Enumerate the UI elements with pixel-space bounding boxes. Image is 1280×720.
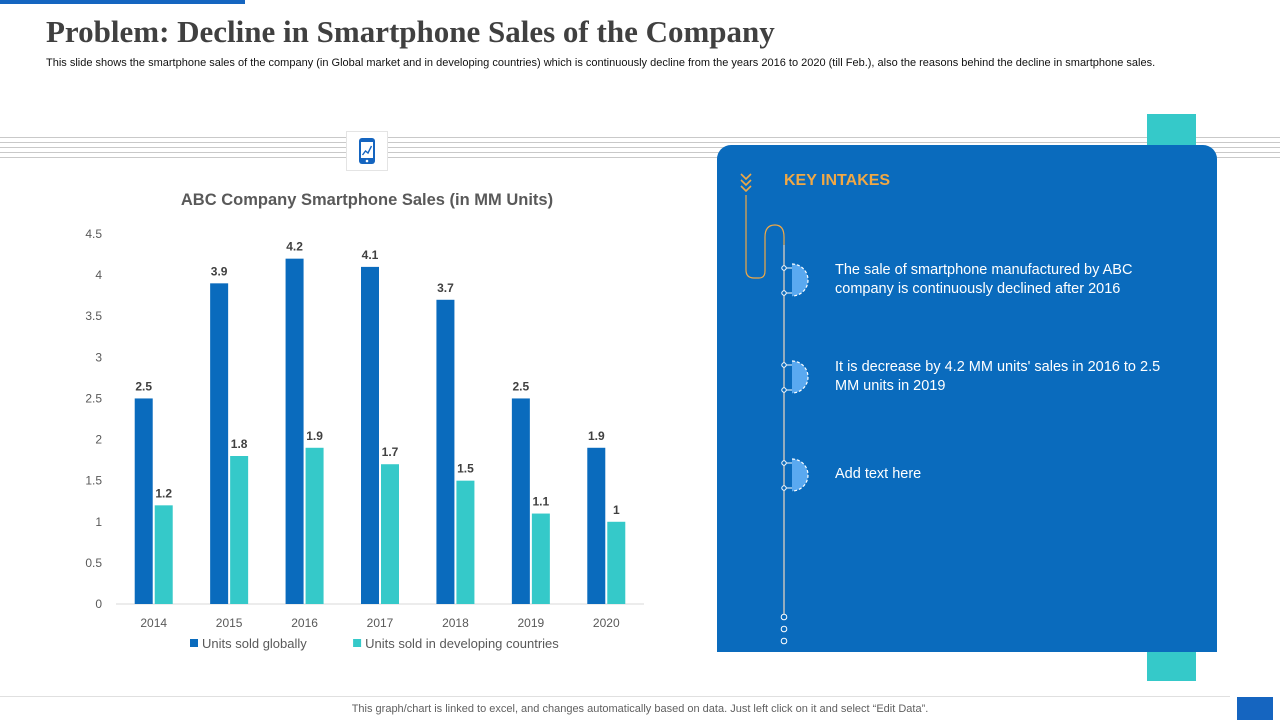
key-intake-point-2: It is decrease by 4.2 MM units' sales in…	[835, 359, 1161, 394]
y-tick-label-2: 1	[95, 515, 102, 529]
page-title: Problem: Decline in Smartphone Sales of …	[46, 14, 775, 49]
timeline-marker-3	[781, 458, 809, 492]
y-tick-label-4: 2	[95, 433, 102, 447]
sales-bar-chart: ABC Company Smartphone Sales (in MM Unit…	[85, 191, 644, 651]
data-label-1-2017: 1.7	[382, 445, 399, 459]
data-label-0-2020: 1.9	[588, 429, 605, 443]
top-accent-bar	[0, 0, 245, 4]
data-label-1-2016: 1.9	[306, 429, 323, 443]
data-label-0-2017: 4.1	[362, 248, 379, 262]
x-tick-label-1: 2015	[216, 616, 243, 630]
y-tick-label-0: 0	[95, 597, 102, 611]
key-intake-point-1: The sale of smartphone manufactured by A…	[835, 262, 1133, 297]
data-label-1-2014: 1.2	[155, 486, 172, 500]
x-tick-label-3: 2017	[367, 616, 394, 630]
legend-swatch-1	[353, 639, 362, 647]
bar-0-2018	[436, 299, 455, 604]
bar-1-2019	[531, 513, 550, 604]
y-tick-label-8: 4	[95, 268, 102, 282]
y-tick-label-6: 3	[95, 350, 102, 364]
data-label-0-2018: 3.7	[437, 281, 454, 295]
y-tick-label-1: 0.5	[85, 556, 102, 570]
timeline-decoration	[740, 173, 809, 645]
timeline-marker-1	[781, 263, 809, 297]
x-tick-label-6: 2020	[593, 616, 620, 630]
data-label-0-2015: 3.9	[211, 264, 228, 278]
bar-1-2014	[154, 505, 173, 604]
bar-0-2017	[361, 266, 379, 604]
chevron-down-icon	[740, 173, 752, 193]
key-intakes-title: KEY INTAKES	[784, 172, 891, 189]
timeline-marker-2	[781, 360, 809, 394]
x-tick-label-4: 2018	[442, 616, 469, 630]
data-label-1-2020: 1	[613, 503, 620, 517]
corner-accent	[1237, 697, 1273, 720]
key-intake-point-3: Add text here	[835, 466, 922, 482]
bar-1-2016	[305, 447, 324, 604]
bar-1-2017	[381, 464, 399, 604]
y-tick-label-7: 3.5	[85, 309, 102, 323]
legend-label-0: Units sold globally	[202, 636, 307, 651]
y-tick-label-5: 2.5	[85, 391, 102, 405]
data-label-0-2014: 2.5	[135, 379, 152, 393]
chart-title: ABC Company Smartphone Sales (in MM Unit…	[181, 191, 553, 209]
bar-1-2018	[456, 480, 475, 604]
y-tick-label-3: 1.5	[85, 474, 102, 488]
data-label-1-2015: 1.8	[231, 437, 248, 451]
x-tick-label-0: 2014	[140, 616, 167, 630]
data-label-1-2019: 1.1	[533, 495, 550, 509]
decorative-lines	[0, 137, 1280, 161]
legend-label-1: Units sold in developing countries	[365, 636, 559, 651]
legend-swatch-0	[190, 639, 198, 647]
phone-chart-icon	[359, 138, 375, 164]
bar-0-2019	[511, 398, 530, 604]
data-label-1-2018: 1.5	[457, 462, 474, 476]
bar-0-2016	[285, 258, 304, 604]
bar-0-2015	[210, 283, 229, 604]
bar-0-2020	[587, 447, 606, 604]
phone-chart-icon-box	[346, 131, 388, 171]
bar-1-2015	[230, 456, 249, 604]
footer-note: This graph/chart is linked to excel, and…	[351, 703, 929, 715]
key-intakes-panel: KEY INTAKES The sale of smartphone manuf…	[717, 145, 1217, 652]
data-label-0-2016: 4.2	[286, 240, 303, 254]
x-tick-label-2: 2016	[291, 616, 318, 630]
footer-divider	[0, 696, 1230, 697]
bar-1-2020	[607, 521, 626, 604]
x-tick-label-5: 2019	[518, 616, 545, 630]
page-subtitle: This slide shows the smartphone sales of…	[46, 57, 1156, 69]
bar-0-2014	[134, 398, 153, 604]
data-label-0-2019: 2.5	[513, 379, 530, 393]
y-tick-label-9: 4.5	[85, 227, 102, 241]
